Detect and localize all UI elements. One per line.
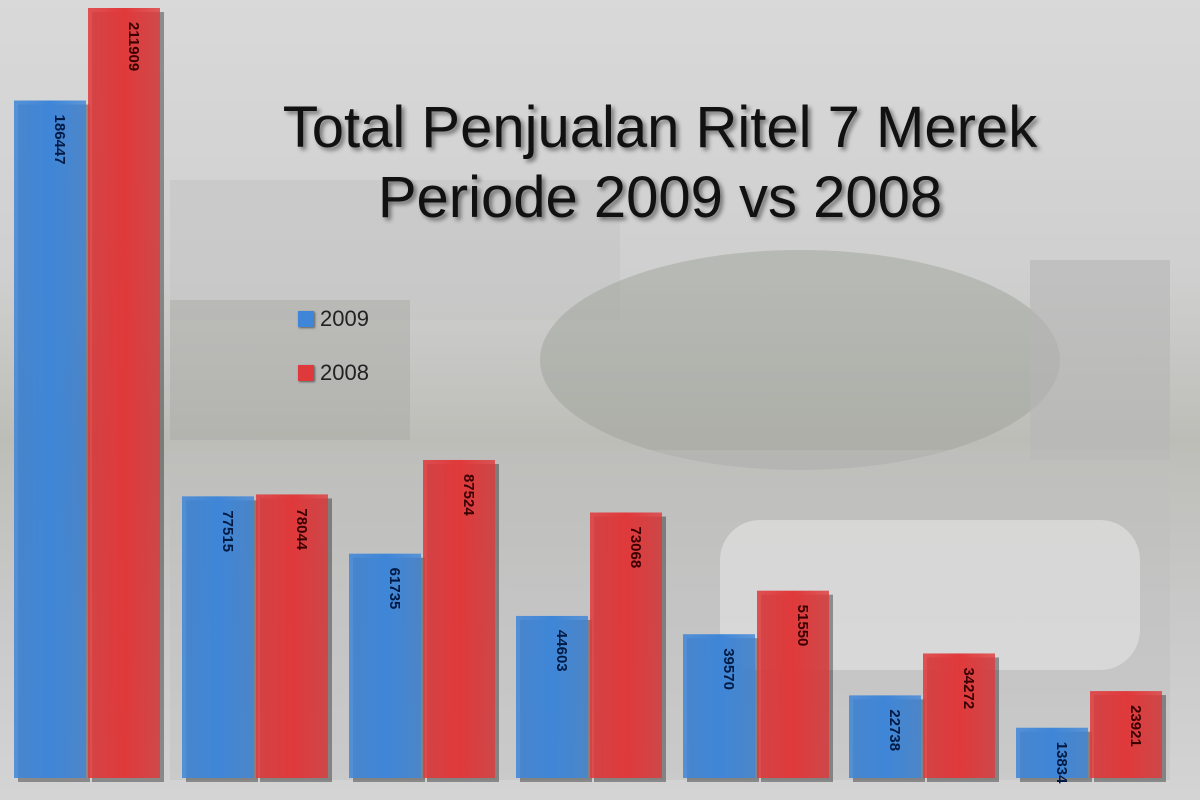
data-label: 44603 xyxy=(553,630,570,672)
data-label: 61735 xyxy=(386,568,403,610)
bar-2009-4 xyxy=(516,615,588,778)
legend-item-2008: 2008 xyxy=(298,359,369,387)
legend-label: 2009 xyxy=(320,306,369,331)
legend-swatch xyxy=(298,365,314,381)
bar-2008-4 xyxy=(590,512,662,778)
data-label: 13834 xyxy=(1053,742,1070,784)
data-label: 22738 xyxy=(886,709,903,751)
bar-2009-7 xyxy=(1016,727,1088,778)
data-label: 73068 xyxy=(627,526,644,568)
legend-label: 2008 xyxy=(320,360,369,385)
data-label: 78044 xyxy=(293,508,310,550)
data-label: 23921 xyxy=(1127,705,1144,747)
legend: 2009 2008 xyxy=(298,305,369,413)
legend-item-2009: 2009 xyxy=(298,305,369,333)
bar-2008-3 xyxy=(423,459,495,778)
bar-2008-6 xyxy=(923,653,995,778)
bar-2009-2 xyxy=(182,496,254,778)
bar-2008-2 xyxy=(256,494,328,778)
bar-2008-1 xyxy=(88,8,160,778)
bar-2009-6 xyxy=(849,695,921,778)
bar-2009-1 xyxy=(14,100,86,778)
data-label: 39570 xyxy=(720,648,737,690)
data-label: 51550 xyxy=(794,605,811,647)
data-label: 87524 xyxy=(460,474,477,516)
bar-2009-5 xyxy=(683,634,755,778)
chart-title: Total Penjualan Ritel 7 Merek xyxy=(282,95,1038,160)
data-label: 77515 xyxy=(219,510,236,552)
data-label: 34272 xyxy=(960,667,977,709)
bar-2008-7 xyxy=(1090,691,1162,778)
chart-subtitle: Periode 2009 vs 2008 xyxy=(377,165,943,230)
legend-swatch xyxy=(298,311,314,327)
data-label: 211909 xyxy=(125,22,142,71)
bar-2008-5 xyxy=(757,590,829,778)
bar-2009-3 xyxy=(349,553,421,778)
data-label: 186447 xyxy=(51,115,68,165)
